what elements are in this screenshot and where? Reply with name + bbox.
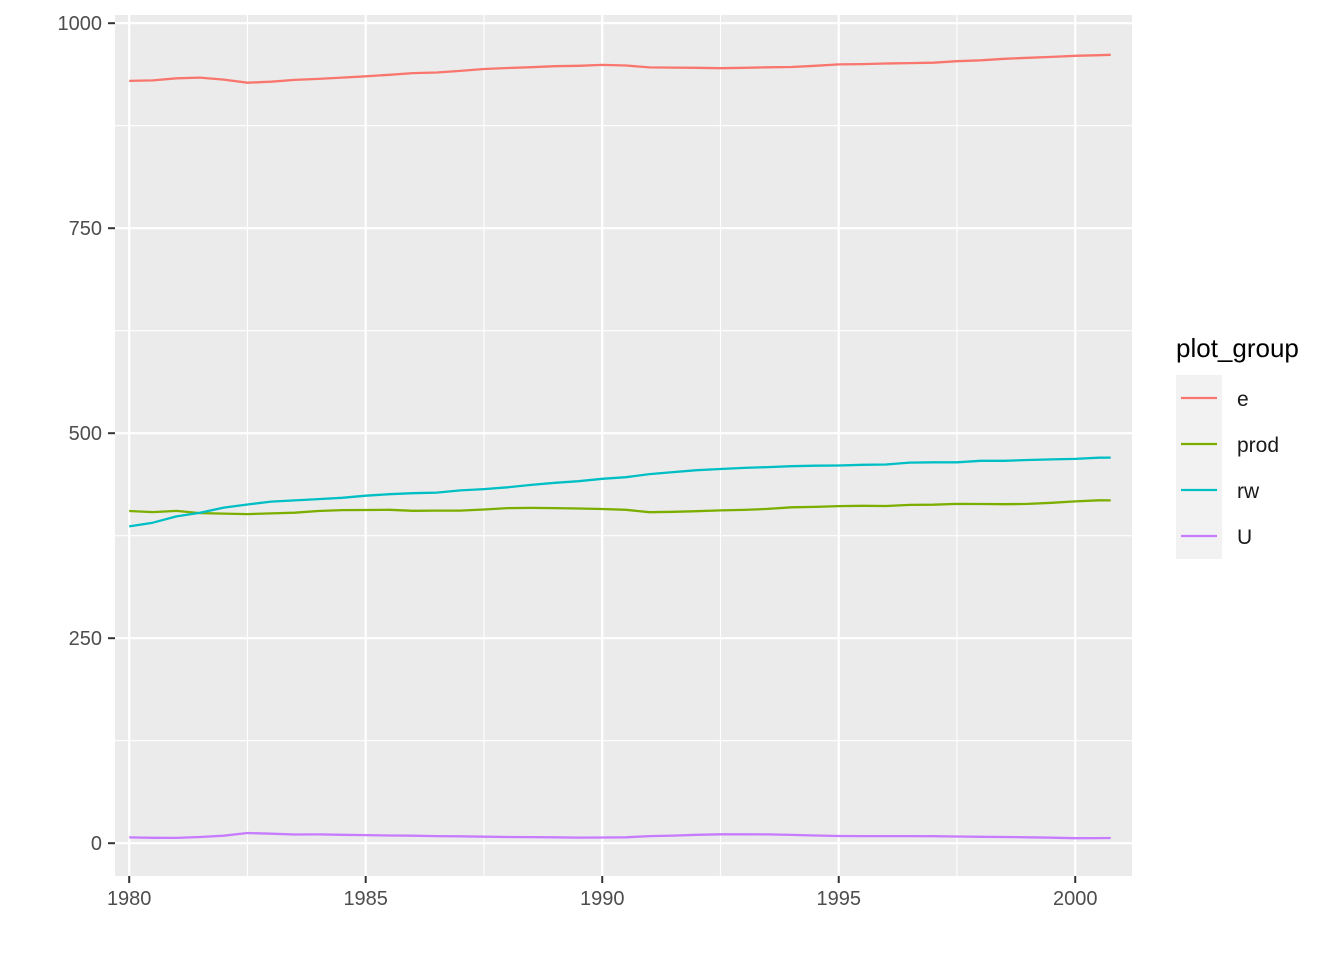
series-line-rw — [129, 456, 1111, 528]
y-tick-label: 750 — [69, 218, 102, 240]
series-line-U — [129, 831, 1111, 840]
series-lines — [129, 53, 1111, 840]
y-tick-label: 500 — [69, 423, 102, 445]
legend-label-rw: rw — [1237, 480, 1260, 503]
minor-gridlines — [115, 15, 1132, 876]
major-gridlines — [115, 15, 1132, 876]
legend: plot_group e prod rw U — [1176, 333, 1299, 559]
plot-panel — [115, 15, 1132, 876]
legend-label-e: e — [1237, 388, 1249, 411]
legend-label-prod: prod — [1237, 434, 1279, 457]
x-tick-label: 2000 — [1053, 888, 1098, 910]
y-tick-label: 1000 — [58, 13, 103, 35]
y-tick-label: 250 — [69, 628, 102, 650]
series-line-e — [129, 53, 1111, 84]
legend-label-U: U — [1237, 526, 1252, 549]
x-tick-label: 1985 — [343, 888, 388, 910]
axes: 0 250 500 750 1000 1980 1985 1990 1995 2000 — [58, 13, 1098, 910]
x-tick-label: 1995 — [816, 888, 861, 910]
legend-title: plot_group — [1176, 333, 1299, 363]
y-tick-label: 0 — [91, 833, 102, 855]
x-tick-label: 1980 — [107, 888, 152, 910]
legend-key-background — [1176, 375, 1222, 559]
series-line-prod — [129, 499, 1111, 516]
x-tick-label: 1990 — [580, 888, 625, 910]
